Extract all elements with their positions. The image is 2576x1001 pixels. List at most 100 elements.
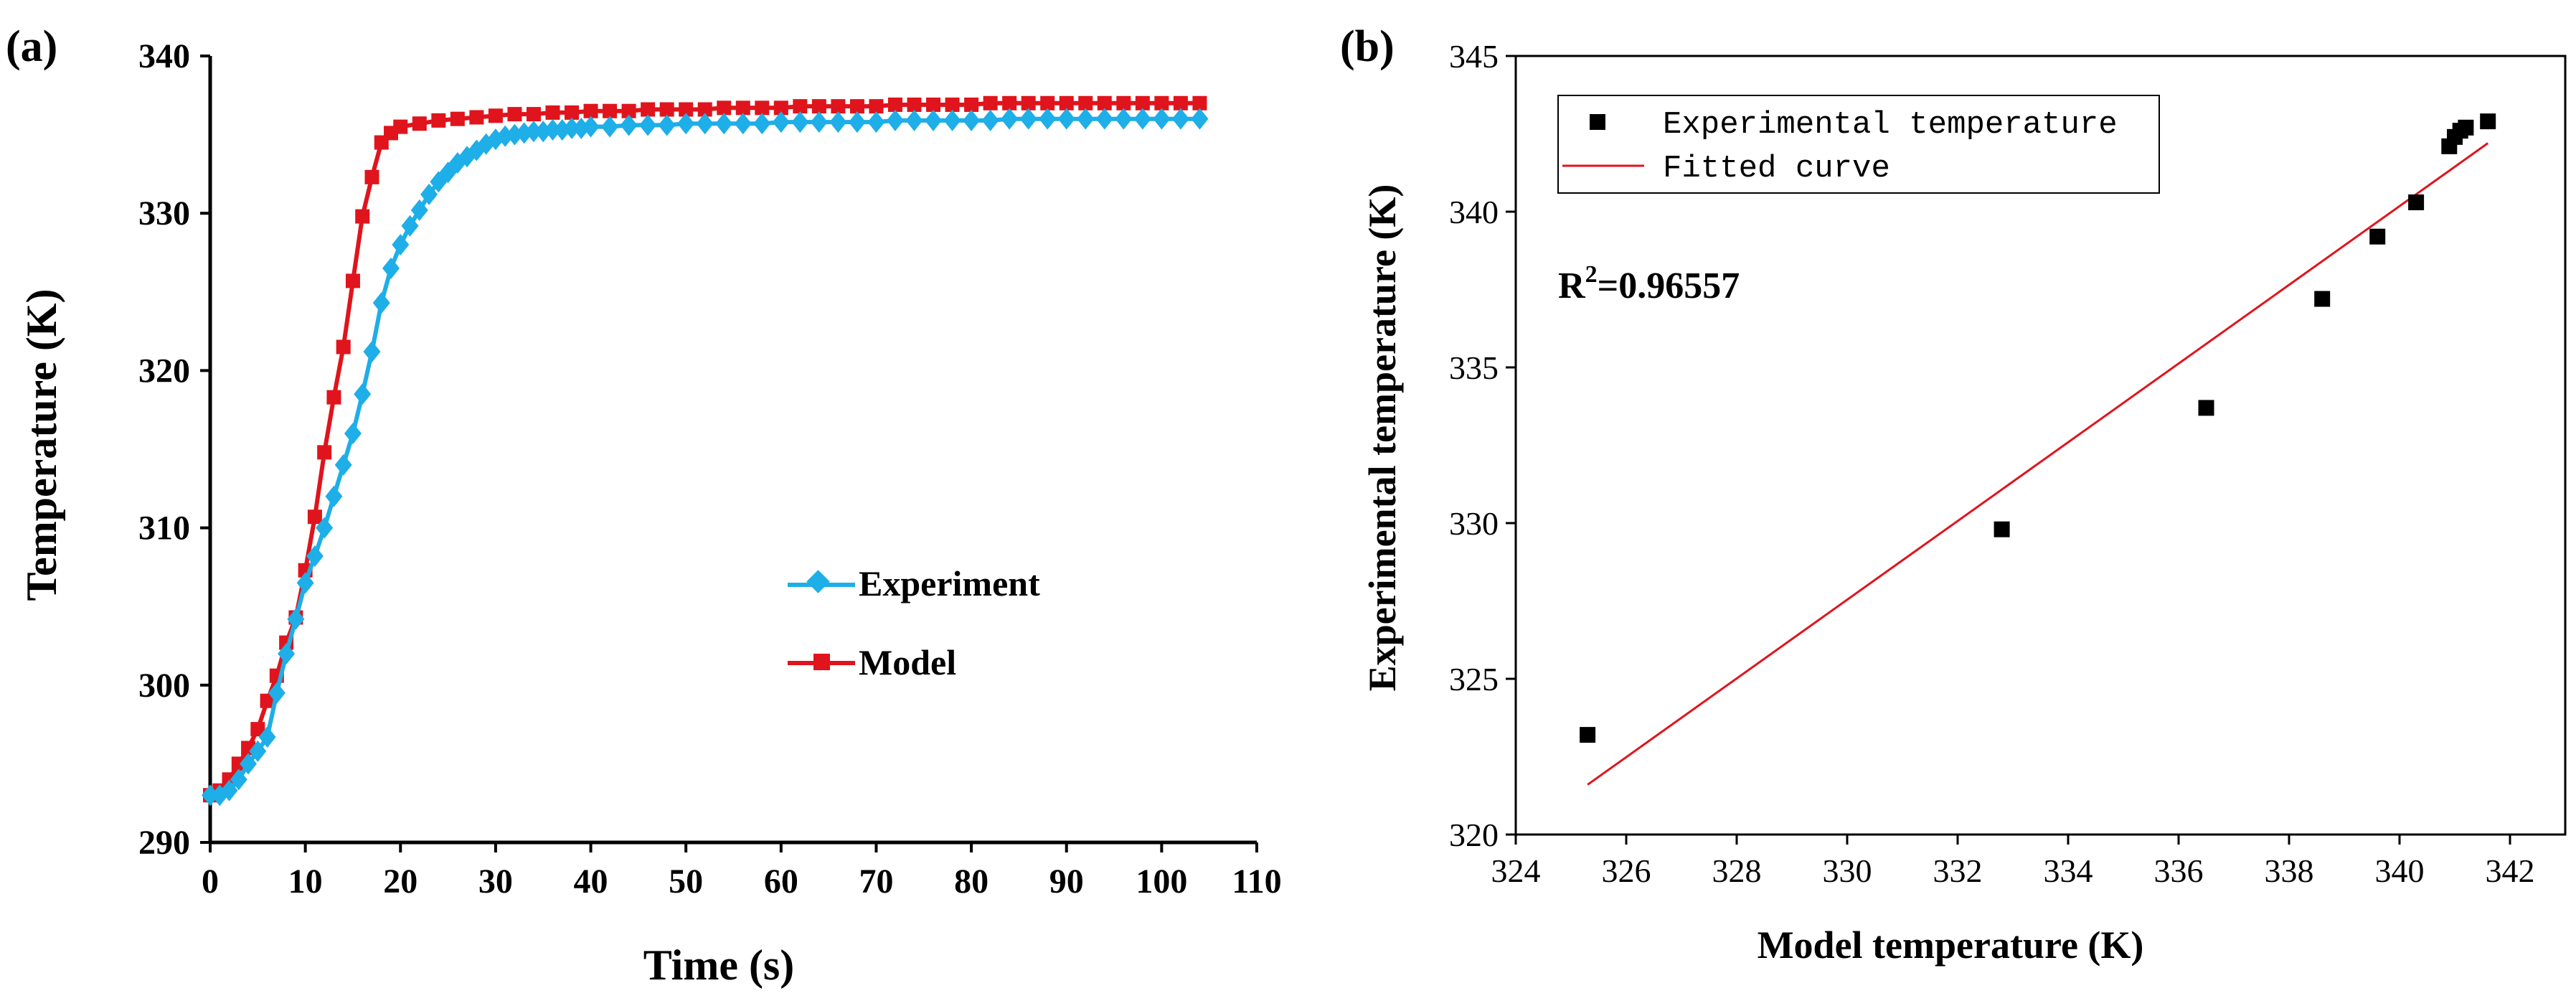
panel-a-x-tick-label: 10 [288, 863, 323, 901]
panel-b-x-tick-label: 338 [2265, 852, 2314, 889]
series-experiment-point [582, 116, 600, 138]
series-experiment-point [202, 784, 219, 807]
series-model-point [1192, 95, 1207, 111]
series-experiment-point [325, 485, 343, 507]
series-experiment-point [344, 423, 362, 445]
series-experiment-point [354, 383, 372, 405]
series-experiment-point [563, 117, 581, 139]
scatter-point [1994, 521, 2010, 537]
panel-b-y-tick-label: 335 [1449, 349, 1499, 386]
series-experiment-point [1039, 108, 1057, 130]
panel-a-x-tick-label: 100 [1136, 863, 1187, 901]
panel-a: (a) Temperature (K) Time (s) 29030031032… [6, 22, 1282, 989]
series-model-point [488, 108, 503, 123]
series-experiment-point [1153, 108, 1171, 130]
panel-a-x-tick-label: 90 [1049, 863, 1084, 901]
series-experiment-point [963, 109, 981, 131]
series-experiment-point [334, 453, 352, 476]
series-model-point [1116, 95, 1131, 111]
series-experiment-point [420, 183, 438, 205]
panel-a-x-tick-label: 0 [202, 863, 219, 901]
scatter-point [2314, 291, 2331, 307]
panel-a-legend: Experiment Model [788, 563, 1040, 682]
series-model-point [507, 107, 522, 122]
series-model-point [469, 110, 484, 125]
series-experiment-point [905, 109, 923, 131]
series-experiment-point [230, 769, 247, 791]
series-experiment-point [382, 257, 400, 279]
series-model-point [336, 339, 351, 354]
series-experiment-point [696, 113, 714, 135]
series-model-point [811, 99, 826, 114]
series-model-point [831, 99, 846, 114]
series-model-point [735, 100, 750, 116]
panel-a-y-tick-label: 300 [138, 667, 190, 705]
series-experiment-point [981, 109, 999, 131]
series-model-point [545, 105, 560, 120]
series-model-point [773, 100, 788, 116]
series-experiment-point [734, 113, 752, 135]
series-model-point [326, 390, 341, 405]
series-model-point [849, 99, 864, 114]
panel-a-x-tick-label: 50 [669, 863, 703, 901]
panel-a-y-tick-label: 340 [138, 37, 190, 75]
series-experiment-point [925, 109, 943, 131]
series-experiment-point [1057, 108, 1075, 130]
series-model-point [1059, 95, 1074, 111]
series-model-point [697, 102, 712, 117]
series-experiment-point [1133, 108, 1151, 130]
series-model-point [755, 100, 770, 116]
panel-b-y-tick-label: 325 [1449, 661, 1499, 697]
panel-b-y-tick-label: 330 [1449, 505, 1499, 542]
series-experiment-point [278, 642, 296, 664]
series-experiment-point [829, 111, 847, 133]
r-squared-superscript: 2 [1585, 261, 1598, 288]
panel-a-x-tick-label: 20 [383, 863, 417, 901]
series-experiment-point [268, 682, 286, 704]
series-experiment-point [1077, 108, 1095, 130]
series-model-point [1040, 95, 1055, 111]
panel-a-y-tick-label: 330 [138, 194, 190, 232]
panel-b-y-tick-label: 345 [1449, 38, 1499, 75]
legend-model-label: Model [859, 642, 956, 682]
panel-a-x-tick-label: 40 [574, 863, 608, 901]
series-experiment-point [1095, 108, 1113, 130]
series-model-point [869, 99, 884, 114]
series-experiment-point [791, 111, 809, 133]
panel-a-axes: 290 300 310 320 330 340 0 10 20 30 40 50 60 70 80 90 100… [138, 37, 1282, 901]
series-model-point [526, 107, 541, 122]
panel-b-y-tick-label: 320 [1449, 817, 1499, 853]
series-model-point [887, 97, 902, 112]
series-experiment-point [772, 111, 790, 133]
panel-a-x-tick-label: 80 [954, 863, 989, 901]
series-experiment-point [296, 572, 314, 594]
series-model-point [1135, 95, 1150, 111]
scatter-point [2198, 400, 2214, 416]
panel-b-legend-box [1557, 95, 2160, 194]
series-model-point [621, 103, 636, 118]
series-experiment-point [658, 114, 676, 136]
series-model-point [412, 116, 427, 131]
series-model-point [1173, 95, 1188, 111]
series-model-point [1154, 95, 1169, 111]
panel-a-x-tick-label: 110 [1232, 863, 1281, 901]
panel-a-y-tick-label: 290 [138, 824, 190, 862]
panel-b-plot-frame [1514, 55, 2567, 836]
series-experiment-point [316, 517, 334, 539]
r-squared-annotation: R2=0.96557 [1558, 261, 1740, 306]
fitted-curve-line [1587, 142, 2489, 786]
panel-a-x-axis-label: Time (s) [643, 941, 795, 989]
series-experiment-point [392, 234, 410, 256]
series-model-point [793, 99, 808, 114]
series-experiment-point [544, 119, 562, 141]
series-experiment-point [249, 740, 267, 762]
series-model-point [1097, 95, 1112, 111]
panel-a-label: (a) [6, 22, 57, 71]
panel-a-y-tick-label: 310 [138, 509, 190, 548]
r-squared-base: R [1558, 265, 1586, 306]
series-experiment-point [287, 608, 305, 630]
series-experiment-point [867, 111, 885, 133]
series-experiment-point [639, 114, 657, 136]
panel-a-y-axis-label: Temperature (K) [18, 289, 65, 601]
